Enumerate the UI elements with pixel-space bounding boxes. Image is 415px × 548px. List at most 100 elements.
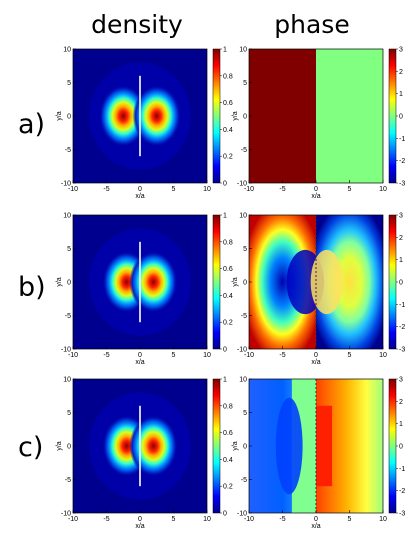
panel-a-density-xlabel: x/a bbox=[135, 193, 144, 200]
panel-c-phase-field bbox=[249, 379, 383, 513]
panel-c-phase-xtick-label: 10 bbox=[379, 516, 387, 523]
panel-a-phase-colorbar-label: -3 bbox=[399, 181, 405, 188]
panel-c-density-colorbar-label: 0.4 bbox=[223, 457, 233, 464]
panel-a-phase-region-1 bbox=[316, 49, 383, 183]
panel-a-density-lobes bbox=[89, 62, 191, 170]
panel-b-density-colorbar-label: 0.4 bbox=[223, 293, 233, 300]
panel-b-phase-ylabel: y/a bbox=[232, 277, 239, 286]
panel-b-phase-colorbar-label: 0 bbox=[399, 280, 403, 287]
panel-a-phase-colorbar bbox=[388, 48, 397, 184]
panel-c-phase-right-core bbox=[316, 405, 333, 487]
panel-b-phase-colorbar-label: -3 bbox=[399, 347, 405, 354]
panel-a-phase-xlabel: x/a bbox=[311, 193, 320, 200]
panel-c-density-xtick-label: -5 bbox=[103, 516, 109, 523]
panel-c-phase-xtick-label: 0 bbox=[314, 516, 318, 523]
panel-b-density-ytick-label: 0 bbox=[67, 280, 71, 287]
panel-b-phase-colorbar-label: 2 bbox=[399, 235, 403, 242]
panel-b-density-xtick-label: 0 bbox=[138, 352, 142, 359]
panel-a-phase-ytick-label: -10 bbox=[237, 181, 247, 188]
panel-c-density-ytick-label: 5 bbox=[67, 410, 71, 417]
panel-c-phase-colorbar-label: 3 bbox=[399, 377, 403, 384]
panel-a-density-ytick-label: 5 bbox=[67, 80, 71, 87]
panel-c-phase-colorbar-label: 1 bbox=[399, 421, 403, 428]
panel-b-phase-ytick-label: 10 bbox=[239, 213, 247, 220]
panel-c-phase-colorbar bbox=[388, 378, 397, 514]
panel-a-density-xtick-label: 5 bbox=[172, 186, 176, 193]
panel-a-phase-frame bbox=[248, 48, 384, 184]
panel-c-density-ytick-label: 0 bbox=[67, 444, 71, 451]
panel-c-phase-colorbar-label: 2 bbox=[399, 399, 403, 406]
panel-a-density-colorbar-label: 0.8 bbox=[223, 73, 233, 80]
panel-c-phase-colorbar-label: -2 bbox=[399, 488, 405, 495]
panel-b-density-xtick-label: 5 bbox=[172, 352, 176, 359]
panel-b-density-colorbar-label: 0.2 bbox=[223, 320, 233, 327]
panel-a-density-ytick-label: -10 bbox=[61, 181, 71, 188]
panel-c-density-colorbar-label: 0.8 bbox=[223, 403, 233, 410]
panel-b-phase-xtick-label: 0 bbox=[314, 352, 318, 359]
panel-a-density-xtick-label: 10 bbox=[203, 186, 211, 193]
panel-a-phase-colorbar-label: 0 bbox=[399, 114, 403, 121]
panel-c-phase-colorbar-label: 0 bbox=[399, 444, 403, 451]
panel-c-density-xtick-label: -10 bbox=[68, 516, 78, 523]
panel-c-phase-ytick-label: 10 bbox=[239, 377, 247, 384]
column-title-phase: phase bbox=[274, 10, 349, 39]
panel-a-density-colorbar-label: 0.4 bbox=[223, 127, 233, 134]
panel-c-density-xtick-label: 10 bbox=[203, 516, 211, 523]
panel-a-phase-ytick-label: -5 bbox=[241, 147, 247, 154]
panel-a-phase-colorbar-label: 2 bbox=[399, 69, 403, 76]
panel-c-phase-xlabel: x/a bbox=[311, 523, 320, 530]
panel-c-density-colorbar-label: 0.6 bbox=[223, 430, 233, 437]
panel-a-density-lobe-1 bbox=[132, 85, 181, 147]
panel-a-density-xtick-label: 0 bbox=[138, 186, 142, 193]
panel-a-phase-region-0 bbox=[249, 49, 316, 183]
panel-c-density-ylabel: y/a bbox=[56, 441, 63, 450]
panel-b-phase-xtick-label: 10 bbox=[379, 352, 387, 359]
panel-a-phase-xtick-label: -5 bbox=[279, 186, 285, 193]
panel-b-density-xtick-label: -5 bbox=[103, 352, 109, 359]
panel-c-phase-xtick-label: -5 bbox=[279, 516, 285, 523]
panel-a-phase-colorbar-label: -1 bbox=[399, 136, 405, 143]
panel-c-density-xlabel: x/a bbox=[135, 523, 144, 530]
panel-c-density-colorbar bbox=[212, 378, 221, 514]
panel-b-density-lobes bbox=[89, 228, 191, 336]
panel-a-density-lobe-0 bbox=[99, 85, 148, 147]
panel-c-density-colorbar-label: 1 bbox=[223, 377, 227, 384]
panel-b-phase-xlabel: x/a bbox=[311, 359, 320, 366]
panel-b-phase-colorbar bbox=[388, 214, 397, 350]
panel-c-phase-xtick-label: -10 bbox=[244, 516, 254, 523]
panel-c-phase-ytick-label: -5 bbox=[241, 477, 247, 484]
panel-b-phase-colorbar-label: 3 bbox=[399, 213, 403, 220]
panel-b-phase-colorbar-label: -1 bbox=[399, 302, 405, 309]
panel-a-phase-xtick-label: 0 bbox=[314, 186, 318, 193]
panel-a-density-ytick-label: 0 bbox=[67, 114, 71, 121]
panel-c-phase-ytick-label: -10 bbox=[237, 511, 247, 518]
panel-c-density-lobe-1 bbox=[129, 415, 178, 477]
panel-c-phase-ytick-label: 0 bbox=[243, 444, 247, 451]
row-label-a: a) bbox=[18, 109, 45, 140]
panel-a-density-colorbar-label: 0 bbox=[223, 181, 227, 188]
panel-b-density-ytick-label: 5 bbox=[67, 246, 71, 253]
panel-c-density-lobes bbox=[89, 392, 191, 500]
panel-a-phase-xtick-label: -10 bbox=[244, 186, 254, 193]
panel-a-density-colorbar bbox=[212, 48, 221, 184]
panel-c-density-ytick-label: -10 bbox=[61, 511, 71, 518]
panel-b-phase-xtick-label: 5 bbox=[348, 352, 352, 359]
panel-a-density-colorbar-label: 1 bbox=[223, 47, 227, 54]
panel-b-phase-frame bbox=[248, 214, 384, 350]
row-label-c: c) bbox=[18, 432, 43, 463]
panel-a-phase-colorbar-label: 1 bbox=[399, 91, 403, 98]
panel-a-phase-ylabel: y/a bbox=[232, 111, 239, 120]
panel-b-phase-ytick-label: -5 bbox=[241, 313, 247, 320]
panel-a-phase-ytick-label: 5 bbox=[243, 80, 247, 87]
column-title-density: density bbox=[91, 10, 183, 39]
panel-c-density-colorbar-label: 0 bbox=[223, 511, 227, 518]
panel-c-phase-colorbar-label: -1 bbox=[399, 466, 405, 473]
panel-b-phase-field bbox=[249, 215, 383, 349]
panel-a-density-ylabel: y/a bbox=[56, 111, 63, 120]
panel-c-density-xtick-label: 5 bbox=[172, 516, 176, 523]
panel-c-phase-colorbar-label: -3 bbox=[399, 511, 405, 518]
panel-b-phase-xtick-label: -5 bbox=[279, 352, 285, 359]
panel-c-phase-frame bbox=[248, 378, 384, 514]
panel-c-phase-ylabel: y/a bbox=[232, 441, 239, 450]
